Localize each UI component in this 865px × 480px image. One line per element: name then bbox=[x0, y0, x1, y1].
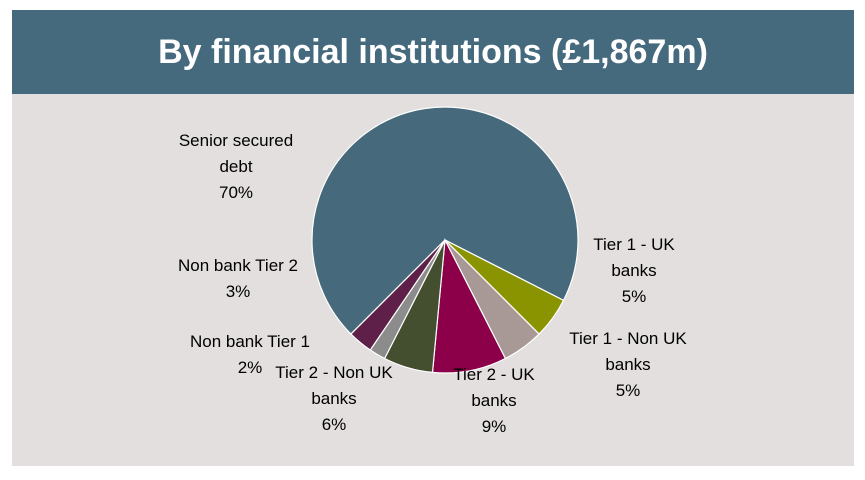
chart-title: By financial institutions (£1,867m) bbox=[158, 32, 708, 71]
slice-label-line: Senior secured bbox=[179, 131, 293, 150]
slice-label-line: Tier 2 - Non UK bbox=[275, 363, 393, 382]
chart-title-bar: By financial institutions (£1,867m) bbox=[12, 10, 854, 94]
slice-label-line: Non bank Tier 2 bbox=[178, 256, 298, 275]
slice-label-line: 2% bbox=[238, 358, 263, 377]
slice-label-line: 70% bbox=[219, 183, 253, 202]
slice-label-line: banks bbox=[611, 261, 656, 280]
slice-label-tier-2-non-uk-banks: Tier 2 - Non UK banks 6% bbox=[275, 363, 393, 434]
slice-label-line: 3% bbox=[226, 282, 251, 301]
slice-label-line: 6% bbox=[322, 415, 347, 434]
slice-label-non-bank-tier-1: Non bank Tier 1 2% bbox=[190, 332, 310, 377]
chart-panel: By financial institutions (£1,867m) bbox=[12, 10, 854, 466]
slice-label-line: 5% bbox=[622, 287, 647, 306]
pie-slice-senior-secured-debt bbox=[311, 106, 579, 335]
slice-label-line: 5% bbox=[616, 381, 641, 400]
slice-label-line: Tier 2 - UK bbox=[453, 365, 535, 384]
slice-label-line: banks bbox=[471, 391, 516, 410]
slice-label-non-bank-tier-2: Non bank Tier 2 3% bbox=[178, 256, 298, 301]
slice-label-line: Tier 1 - UK bbox=[593, 235, 675, 254]
slice-label-tier-1-non-uk-banks: Tier 1 - Non UK banks 5% bbox=[569, 329, 687, 400]
slice-label-line: Non bank Tier 1 bbox=[190, 332, 310, 351]
slice-label-line: 9% bbox=[482, 417, 507, 436]
slice-label-senior-secured-debt: Senior secured debt 70% bbox=[179, 131, 293, 202]
slice-label-line: debt bbox=[219, 157, 252, 176]
slice-label-tier-1-uk-banks: Tier 1 - UK banks 5% bbox=[593, 235, 675, 306]
slice-label-tier-2-uk-banks: Tier 2 - UK banks 9% bbox=[453, 365, 535, 436]
slice-label-line: banks bbox=[311, 389, 356, 408]
pie-slice-non-bank-tier-2 bbox=[350, 239, 446, 351]
slice-label-line: Tier 1 - Non UK bbox=[569, 329, 687, 348]
slice-label-line: banks bbox=[605, 355, 650, 374]
